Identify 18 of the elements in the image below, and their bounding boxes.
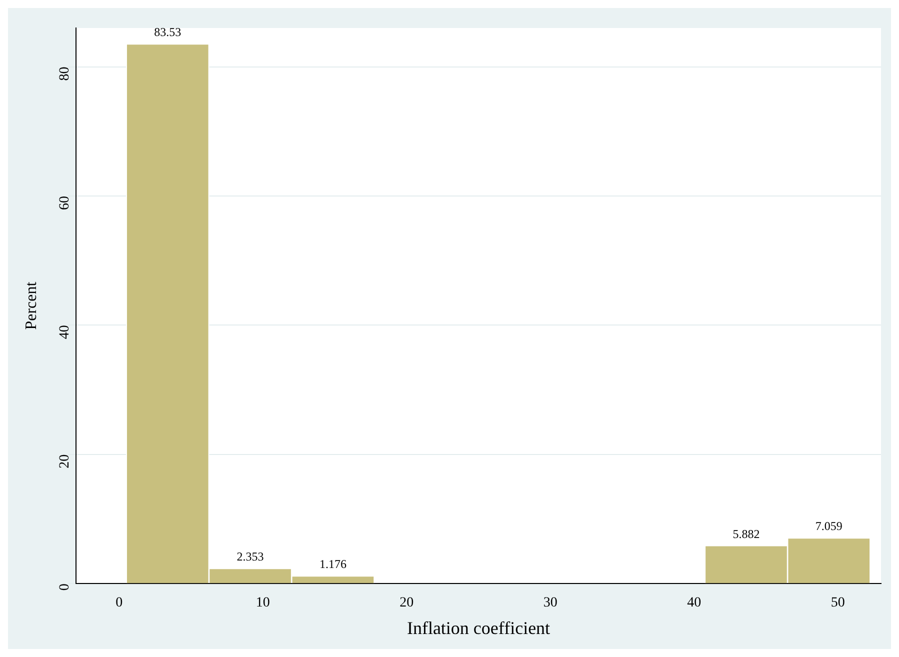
y-axis-title: Percent — [22, 281, 40, 330]
data-label: 7.059 — [815, 519, 842, 534]
data-label: 1.176 — [319, 557, 346, 572]
y-tick-label: 60 — [58, 196, 73, 210]
x-tick-label: 10 — [256, 596, 270, 611]
y-tick-label: 20 — [58, 454, 73, 468]
x-tick-label: 50 — [830, 596, 845, 611]
x-tick-label: 0 — [116, 596, 123, 611]
x-axis-title: Inflation coefficient — [406, 618, 550, 638]
x-tick-label: 40 — [687, 596, 702, 611]
data-label: 5.882 — [732, 526, 760, 541]
x-tick-label: 30 — [543, 596, 558, 611]
x-tick-label: 20 — [400, 596, 414, 611]
data-label: 2.353 — [236, 550, 264, 564]
y-tick-label: 40 — [58, 325, 73, 340]
data-label: 83.53 — [154, 25, 182, 40]
y-tick-label: 0 — [58, 584, 73, 591]
y-tick-label: 80 — [58, 66, 73, 81]
